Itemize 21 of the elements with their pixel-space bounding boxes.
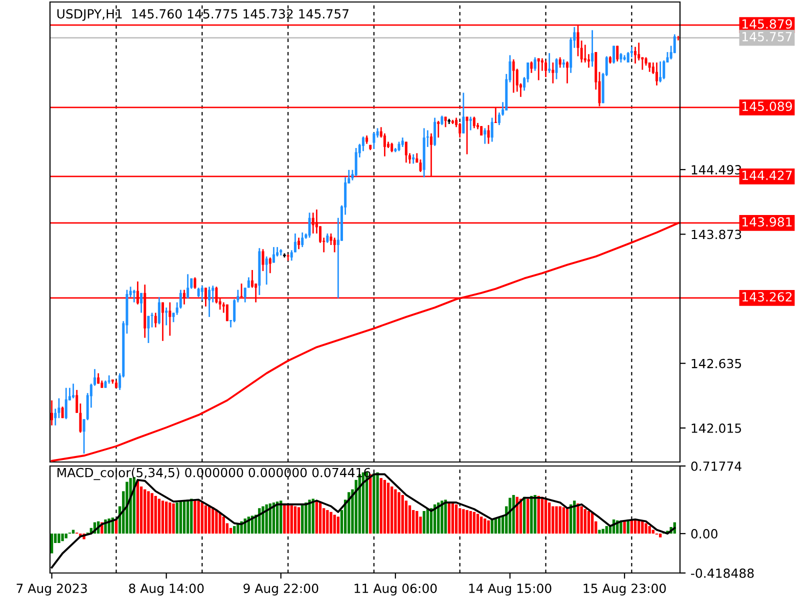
x-tick-label: 14 Aug 15:00 [469, 584, 552, 596]
x-tick-label: 11 Aug 06:00 [354, 584, 437, 596]
y-tick-label: 0.71774 [691, 461, 742, 471]
y-tick-label: -0.418488 [691, 568, 754, 578]
ref-line-label: 143.981 [742, 217, 792, 227]
x-tick-label: 9 Aug 22:00 [244, 584, 318, 596]
x-tick-label: 7 Aug 2023 [16, 584, 87, 596]
y-tick-label: 144.493 [692, 165, 742, 175]
chart-title: MACD_color(5,34,5) 0.000000 0.000000 0.074416 [58, 468, 370, 480]
ref-line-label: 143.262 [742, 292, 792, 302]
y-tick-label: 0.00 [691, 529, 718, 539]
y-tick-label: 142.015 [692, 423, 742, 433]
y-tick-label: 143.873 [692, 230, 742, 240]
ref-line-label: 144.427 [742, 170, 792, 180]
ref-line-label: 145.089 [742, 102, 792, 112]
y-tick-label: 142.635 [692, 358, 742, 368]
x-tick-label: 15 Aug 23:00 [584, 584, 666, 596]
ref-line-label: 145.757 [742, 32, 792, 42]
ref-line-label: 145.879 [742, 19, 792, 29]
x-tick-label: 8 Aug 14:00 [129, 584, 204, 596]
text: USDJPY,H1 145.760 145.775 145.732 145.757 [57, 9, 348, 21]
